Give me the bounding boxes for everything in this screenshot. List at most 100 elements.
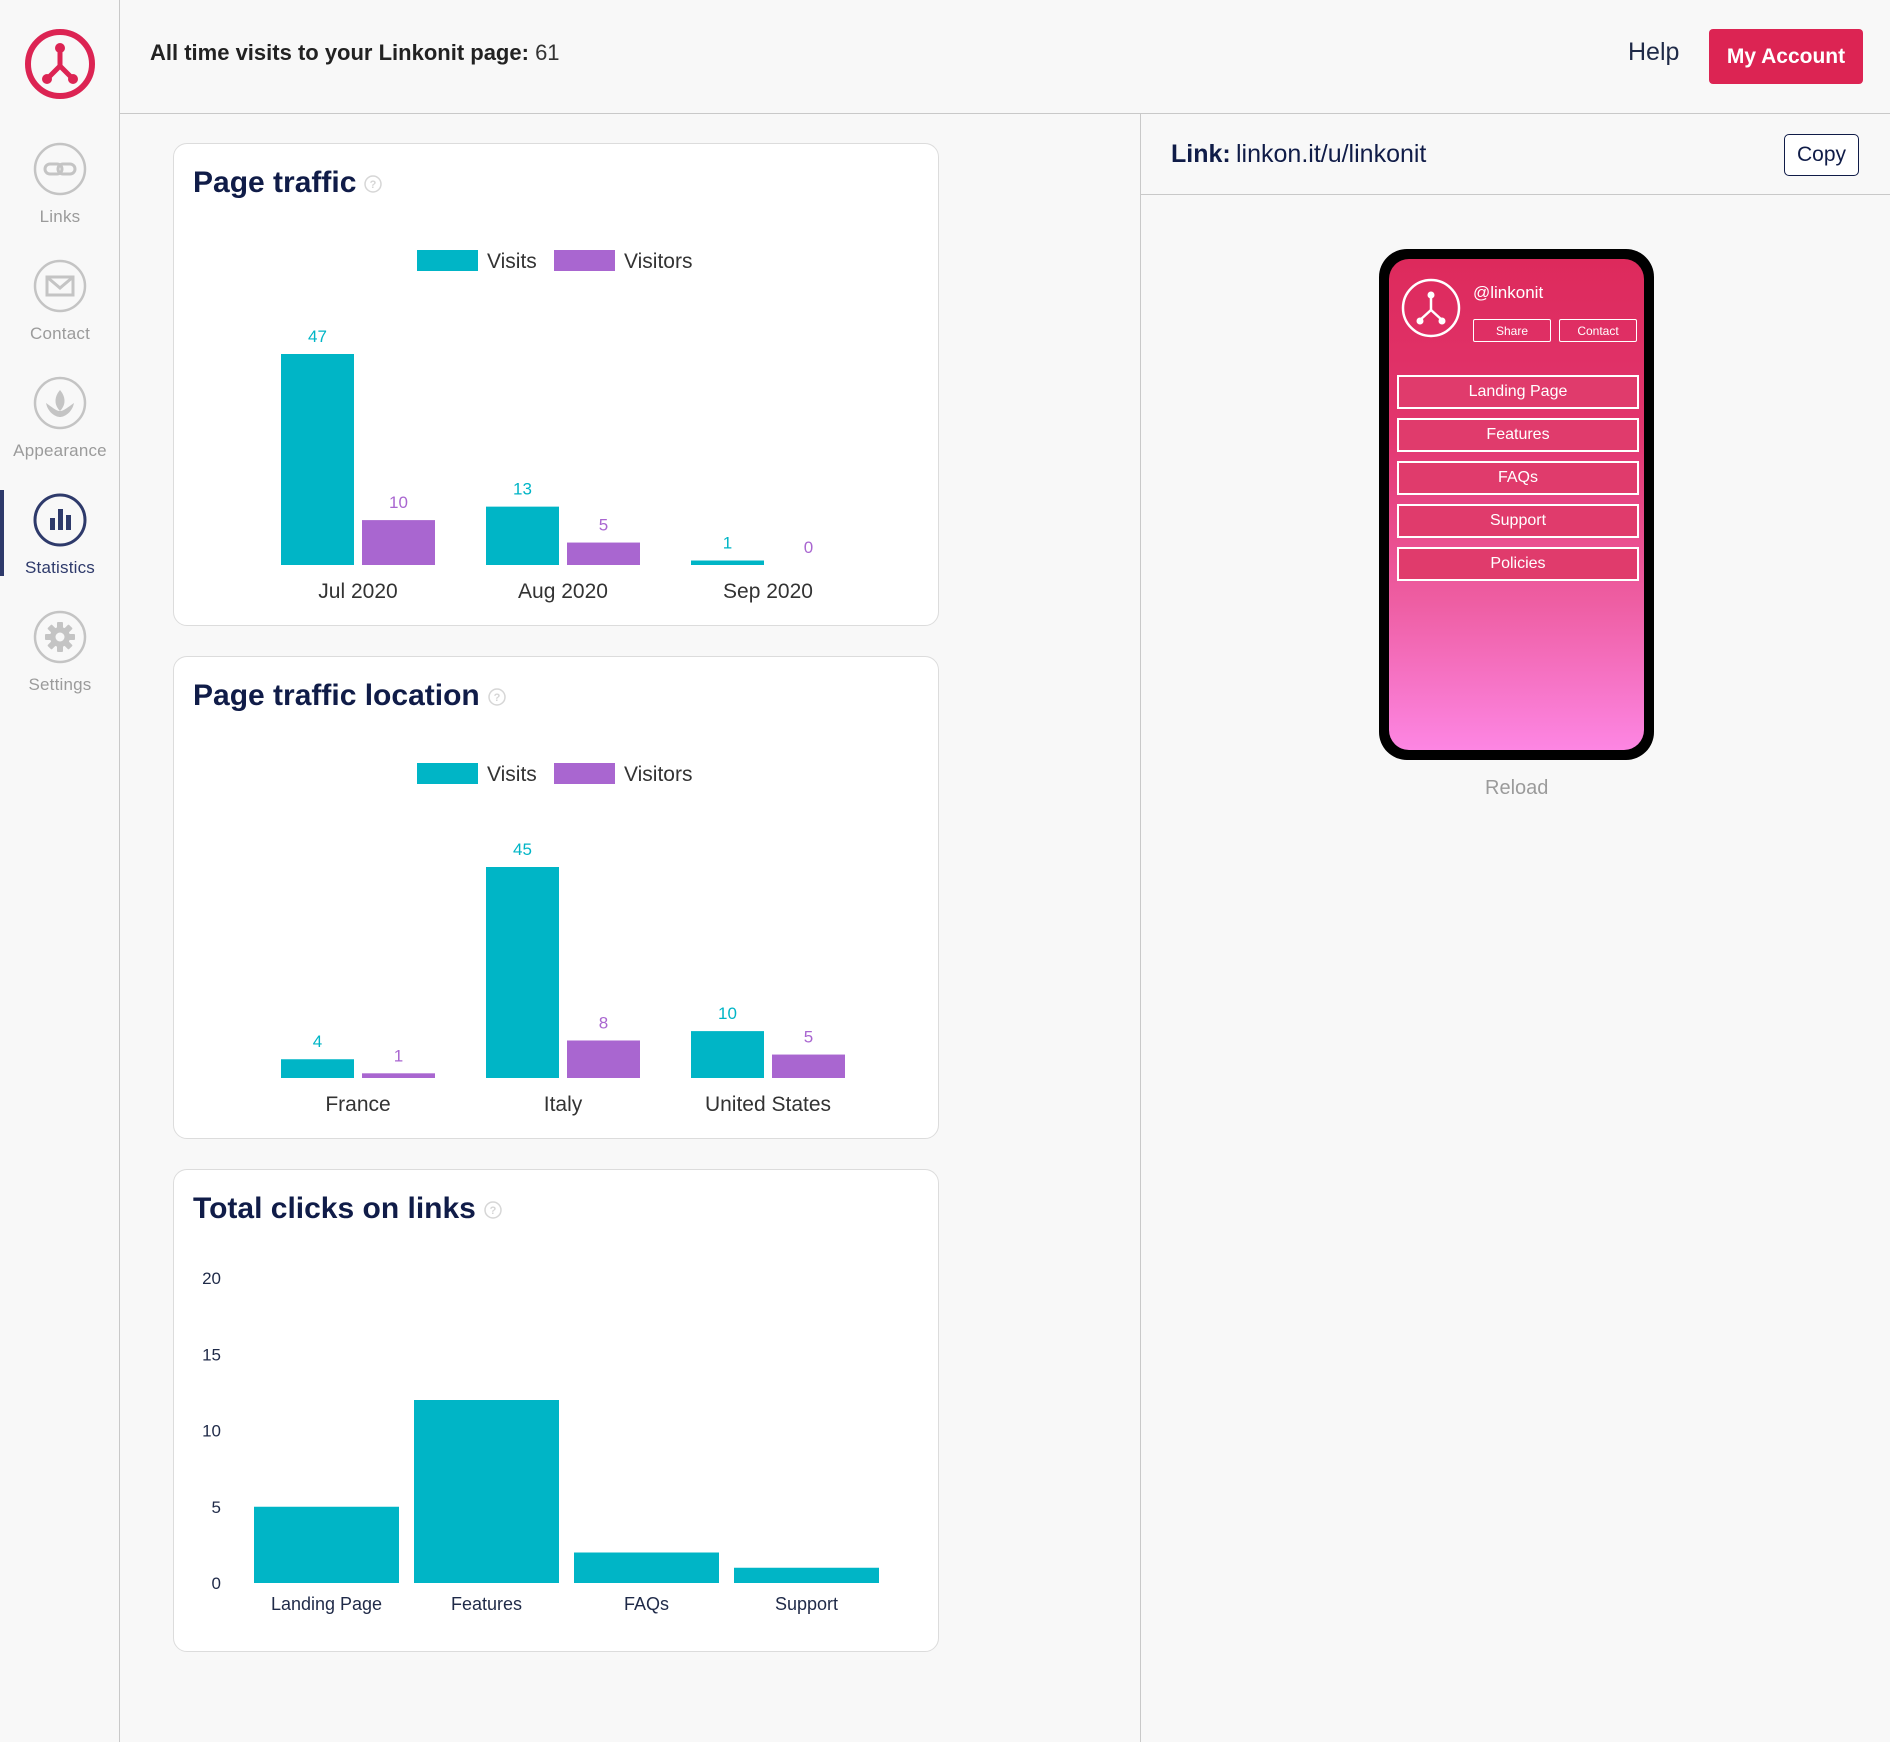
phone-screen: @linkonit Share Contact Landing Page Fea… <box>1389 259 1644 750</box>
category-label: FAQs <box>624 1594 669 1614</box>
y-tick-label: 20 <box>202 1269 221 1288</box>
visits-count: 61 <box>535 40 560 65</box>
page-traffic-location-title: Page traffic location <box>193 679 480 712</box>
bar-visitors <box>567 1040 640 1078</box>
legend-swatch-visitors <box>554 763 615 784</box>
sidebar-item-statistics[interactable]: Statistics <box>0 490 120 602</box>
bar-visits <box>691 560 764 565</box>
gear-icon <box>33 610 87 664</box>
linkonit-logo-icon[interactable] <box>24 28 96 100</box>
page-traffic-location-card: Page traffic location? Visits Visitors 4 1 F… <box>173 656 939 1139</box>
category-label: Sep 2020 <box>723 580 813 603</box>
page-link-url[interactable]: linkon.it/u/linkonit <box>1236 140 1427 168</box>
contact-button[interactable]: Contact <box>1559 319 1637 342</box>
data-label: 1 <box>394 1046 403 1065</box>
data-label: 47 <box>308 327 327 346</box>
pane-divider <box>1140 114 1141 1742</box>
bar-clicks <box>414 1400 559 1583</box>
help-link[interactable]: Help <box>1628 38 1680 66</box>
sidebar: Links Contact Appearance Statistics <box>0 0 120 1742</box>
data-label: 10 <box>718 1004 737 1023</box>
my-account-button[interactable]: My Account <box>1709 29 1863 84</box>
data-label: 5 <box>804 1028 813 1047</box>
category-label: Support <box>775 1594 838 1614</box>
sidebar-item-label: Contact <box>30 324 90 343</box>
bar-visitors <box>567 542 640 565</box>
page-traffic-title: Page traffic <box>193 166 357 199</box>
bar-visits <box>281 1059 354 1078</box>
card-title: Total clicks on links? <box>193 1192 502 1226</box>
category-label: Italy <box>544 1093 583 1116</box>
legend-swatch-visits <box>417 250 478 271</box>
data-label: 8 <box>599 1013 608 1032</box>
preview-link-support[interactable]: Support <box>1397 504 1639 538</box>
copy-link-button[interactable]: Copy <box>1784 134 1859 176</box>
sidebar-item-label: Statistics <box>24 558 96 577</box>
legend-swatch-visitors <box>554 250 615 271</box>
data-label: 13 <box>513 480 532 499</box>
visits-label: All time visits to your Linkonit page: <box>150 40 529 65</box>
page-traffic-card: Page traffic? Visits Visitors 47 10 Jul 2020… <box>173 143 939 626</box>
page-traffic-location-chart: Visits Visitors 4 1 France 45 8 Italy 10 5 United … <box>281 763 845 1116</box>
data-label: 4 <box>313 1032 322 1051</box>
preview-link-features[interactable]: Features <box>1397 418 1639 452</box>
y-tick-label: 15 <box>202 1345 221 1364</box>
data-label: 5 <box>599 516 608 535</box>
bar-visitors <box>362 1073 435 1078</box>
card-title: Page traffic? <box>193 166 383 200</box>
legend-swatch-visits <box>417 763 478 784</box>
profile-handle: @linkonit <box>1473 283 1544 302</box>
y-tick-label: 10 <box>202 1422 221 1441</box>
sidebar-item-label: Appearance <box>13 441 107 460</box>
sidebar-item-label: Settings <box>28 675 92 694</box>
mail-icon <box>33 259 87 313</box>
sidebar-item-settings[interactable]: Settings <box>0 609 120 719</box>
bar-clicks <box>254 1506 399 1583</box>
bar-visits <box>691 1031 764 1078</box>
legend-label-visitors: Visitors <box>624 250 692 273</box>
reload-link[interactable]: Reload <box>1485 777 1549 799</box>
y-tick-label: 5 <box>212 1498 221 1517</box>
link-bar: Link: linkon.it/u/linkonit Copy <box>1141 114 1890 195</box>
category-label: Aug 2020 <box>518 580 608 603</box>
bar-visits <box>486 867 559 1078</box>
phone-preview: @linkonit Share Contact Landing Page Fea… <box>1379 249 1654 760</box>
bar-clicks <box>574 1552 719 1583</box>
total-clicks-title: Total clicks on links <box>193 1192 476 1225</box>
category-label: United States <box>705 1093 831 1116</box>
data-label: 10 <box>389 493 408 512</box>
help-question-icon[interactable]: ? <box>487 688 506 706</box>
help-question-icon[interactable]: ? <box>484 1201 502 1219</box>
preview-link-faqs[interactable]: FAQs <box>1397 461 1639 495</box>
legend-label-visitors: Visitors <box>624 763 692 786</box>
sidebar-item-contact[interactable]: Contact <box>0 258 120 368</box>
category-label: France <box>325 1093 390 1116</box>
legend-label-visits: Visits <box>487 250 537 273</box>
data-label: 45 <box>513 840 532 859</box>
profile-avatar-icon <box>1401 278 1461 338</box>
sidebar-item-label: Links <box>39 207 81 226</box>
preview-link-landing-page[interactable]: Landing Page <box>1397 375 1639 409</box>
bar-visits <box>486 506 559 565</box>
bar-visits <box>281 354 354 565</box>
bar-chart-icon <box>33 493 87 547</box>
sidebar-item-appearance[interactable]: Appearance <box>0 375 120 485</box>
share-button[interactable]: Share <box>1473 319 1551 342</box>
preview-link-policies[interactable]: Policies <box>1397 547 1639 581</box>
bar-visitors <box>772 1054 845 1078</box>
card-title: Page traffic location? <box>193 679 506 713</box>
top-header: All time visits to your Linkonit page: 6… <box>120 0 1890 114</box>
help-question-icon[interactable]: ? <box>364 175 383 193</box>
link-icon <box>33 142 87 196</box>
all-time-visits: All time visits to your Linkonit page: 6… <box>150 40 560 66</box>
svg-text:?: ? <box>493 692 500 704</box>
svg-text:?: ? <box>490 1205 497 1217</box>
sidebar-item-links[interactable]: Links <box>0 141 120 251</box>
category-label: Landing Page <box>271 1594 382 1614</box>
svg-text:?: ? <box>370 179 377 191</box>
bar-visitors <box>362 520 435 565</box>
category-label: Features <box>451 1594 522 1614</box>
legend-label-visits: Visits <box>487 763 537 786</box>
category-label: Jul 2020 <box>318 580 397 603</box>
